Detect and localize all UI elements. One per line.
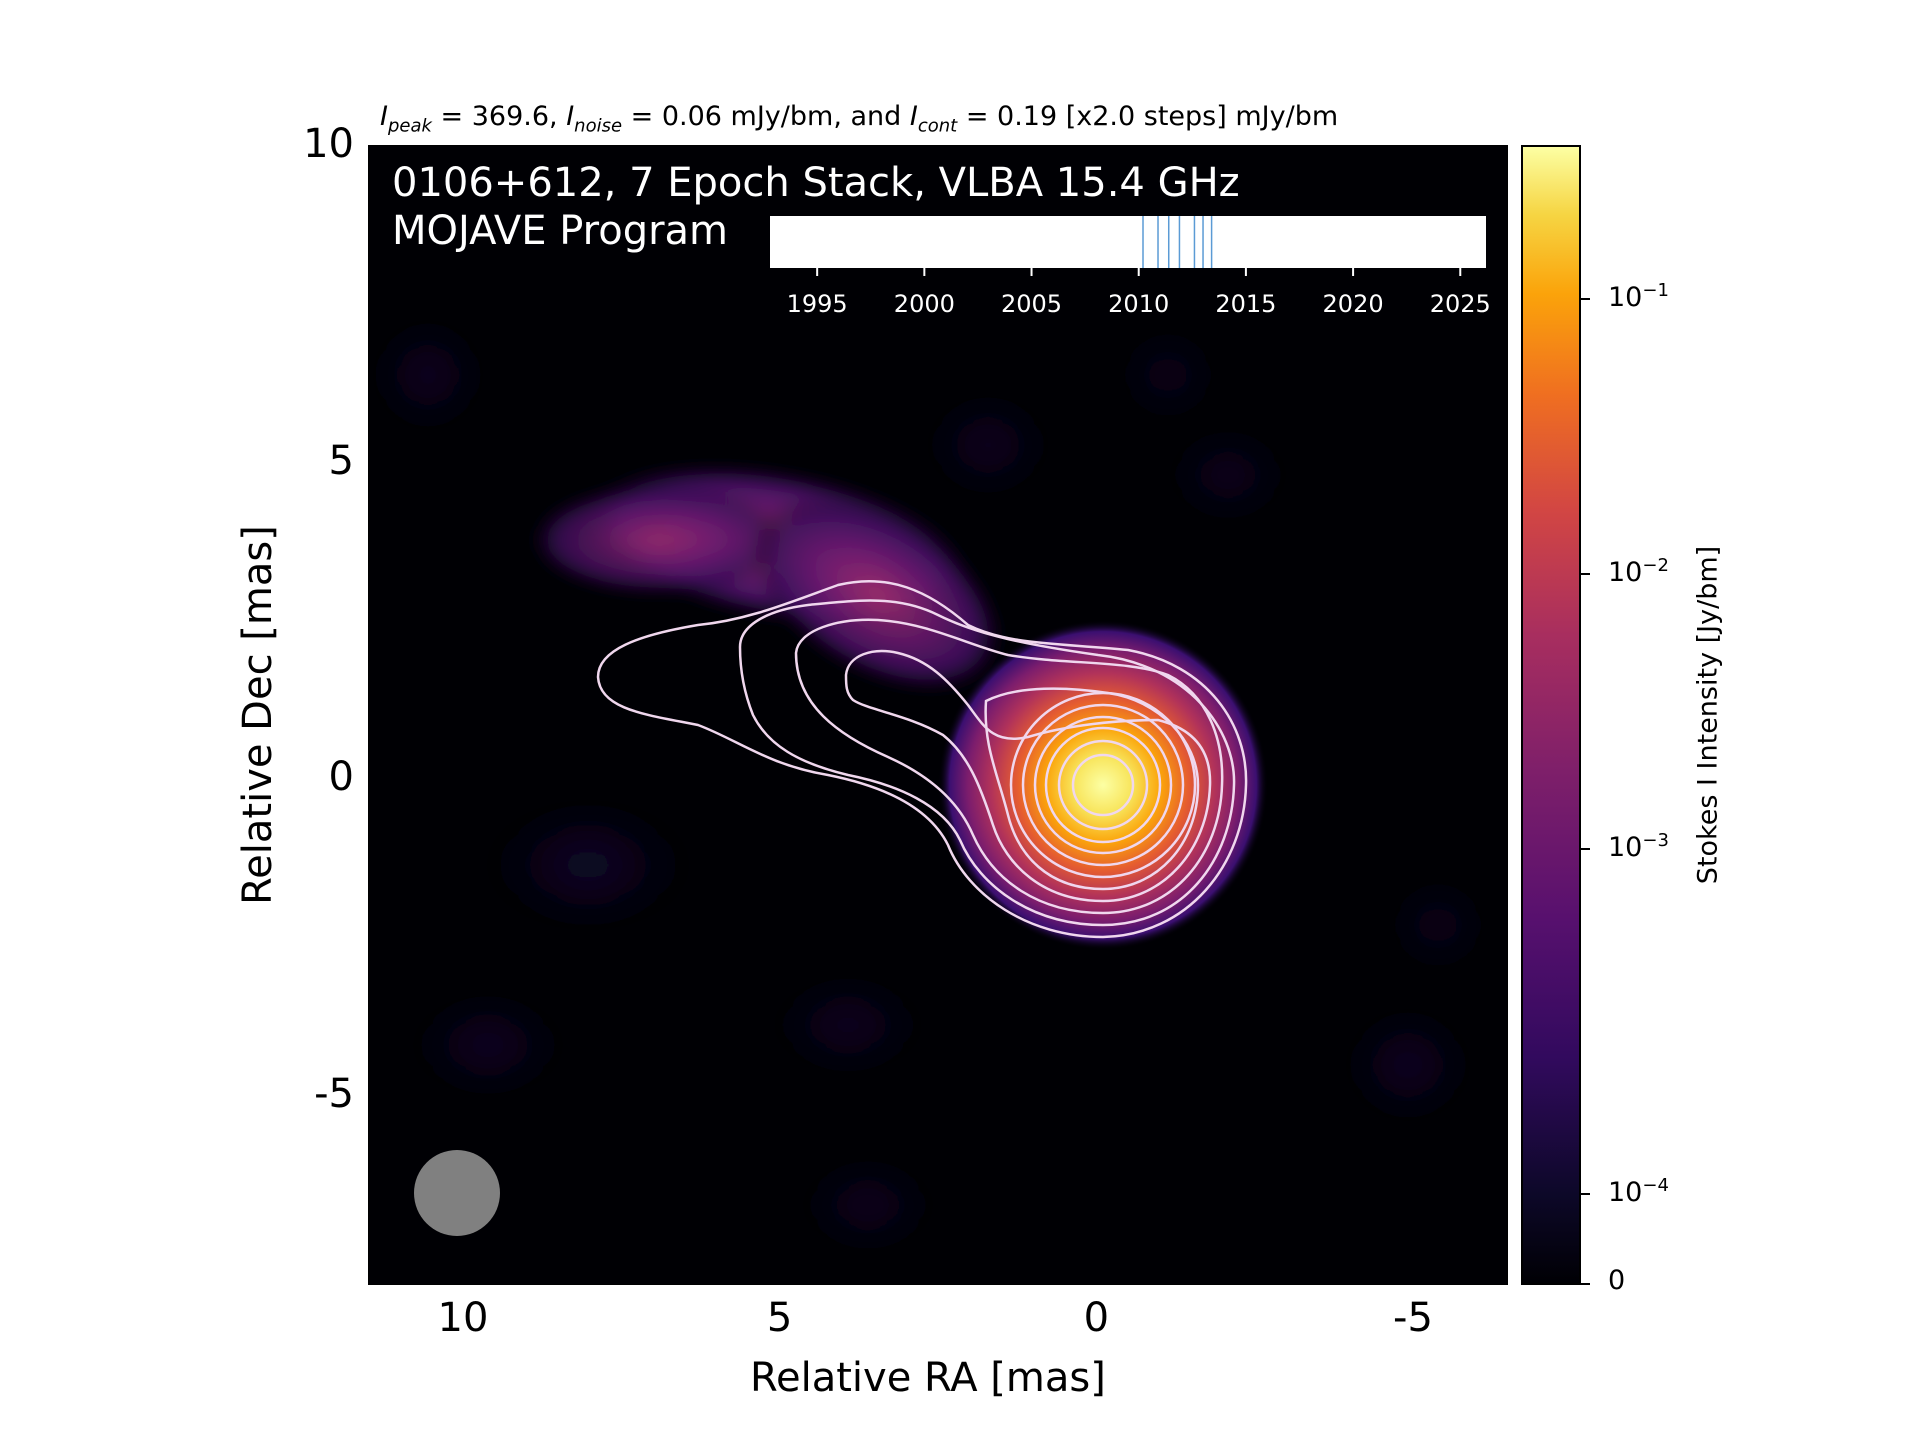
contour-core-3 (1033, 715, 1173, 855)
timeline-ticks (816, 268, 1462, 276)
contours (596, 579, 1248, 939)
peak-symbol: Ipeak (380, 101, 432, 137)
timeline-tick-label: 2005 (1000, 290, 1063, 318)
timeline-tick-label: 2015 (1215, 290, 1277, 318)
timeline-tick-label: 2010 (1108, 290, 1170, 318)
contour-core-1 (1009, 691, 1197, 879)
colorbar-tick-label: 10−1 (1608, 280, 1669, 313)
jet-emission (528, 463, 1006, 694)
joiner-text: and (850, 101, 902, 132)
timeline-epochs (1142, 216, 1213, 268)
contour-jet-2 (738, 599, 1236, 927)
contour-core-6 (1071, 753, 1135, 817)
cont-symbol: Icont (909, 101, 958, 137)
contour-jet-3 (794, 618, 1224, 915)
timeline-tick-label: 1995 (786, 290, 848, 318)
contour-jet-4 (844, 649, 1212, 903)
contour-core-5 (1057, 739, 1149, 831)
y-axis-label: Relative Dec [mas] (235, 525, 281, 905)
epoch-timeline (770, 216, 1486, 276)
colorbar-gradient (1521, 145, 1581, 1285)
summary-line: Ipeak = 369.6, Inoise = 0.06 mJy/bm, and… (380, 101, 1339, 137)
peak-value: 369.6 (471, 101, 550, 132)
colorbar-tick-label: 0 (1608, 1265, 1626, 1296)
colorbar (1521, 145, 1590, 1285)
x-tick-label: 5 (766, 1295, 793, 1341)
timeline-tick-label: 2000 (893, 290, 955, 318)
contour-core-4 (1044, 726, 1162, 844)
colorbar-tick-label: 10−4 (1608, 1175, 1669, 1208)
noise-value: 0.06 mJy/bm (661, 101, 834, 132)
x-axis-label: Relative RA [mas] (750, 1355, 1106, 1401)
image-background (368, 145, 1508, 1285)
timeline-tick-label: 2020 (1322, 290, 1384, 318)
x-tick-label: 10 (437, 1295, 489, 1341)
noise-symbol: Inoise (566, 101, 623, 137)
panel-subtitle: MOJAVE Program (392, 208, 729, 254)
y-tick-label: 5 (328, 437, 354, 484)
radio-image (368, 145, 1508, 1285)
x-tick-label: -5 (1393, 1295, 1433, 1341)
y-tick-label: 0 (328, 754, 354, 801)
timeline-tick-label: 2025 (1429, 290, 1491, 318)
colorbar-tick-label: 10−2 (1608, 555, 1669, 588)
contour-jet-5 (984, 687, 1200, 891)
contour-core-2 (1021, 703, 1185, 867)
noise-blobs (368, 315, 1488, 1245)
beam-ellipse (414, 1150, 500, 1236)
y-tick-label: -5 (314, 1071, 354, 1117)
cont-value: 0.19 [x2.0 steps] mJy/bm (997, 101, 1339, 132)
x-tick-label: 0 (1083, 1295, 1110, 1341)
timeline-box (770, 216, 1486, 268)
core-emission (938, 620, 1268, 950)
contour-jet-outer (596, 579, 1248, 939)
colorbar-tick-label: 10−3 (1608, 830, 1669, 863)
colorbar-tick-marks (1580, 298, 1590, 1285)
panel-title: 0106+612, 7 Epoch Stack, VLBA 15.4 GHz (392, 160, 1240, 206)
y-tick-label: 10 (303, 121, 354, 167)
colorbar-label: Stokes I Intensity [Jy/bm] (1692, 545, 1724, 885)
